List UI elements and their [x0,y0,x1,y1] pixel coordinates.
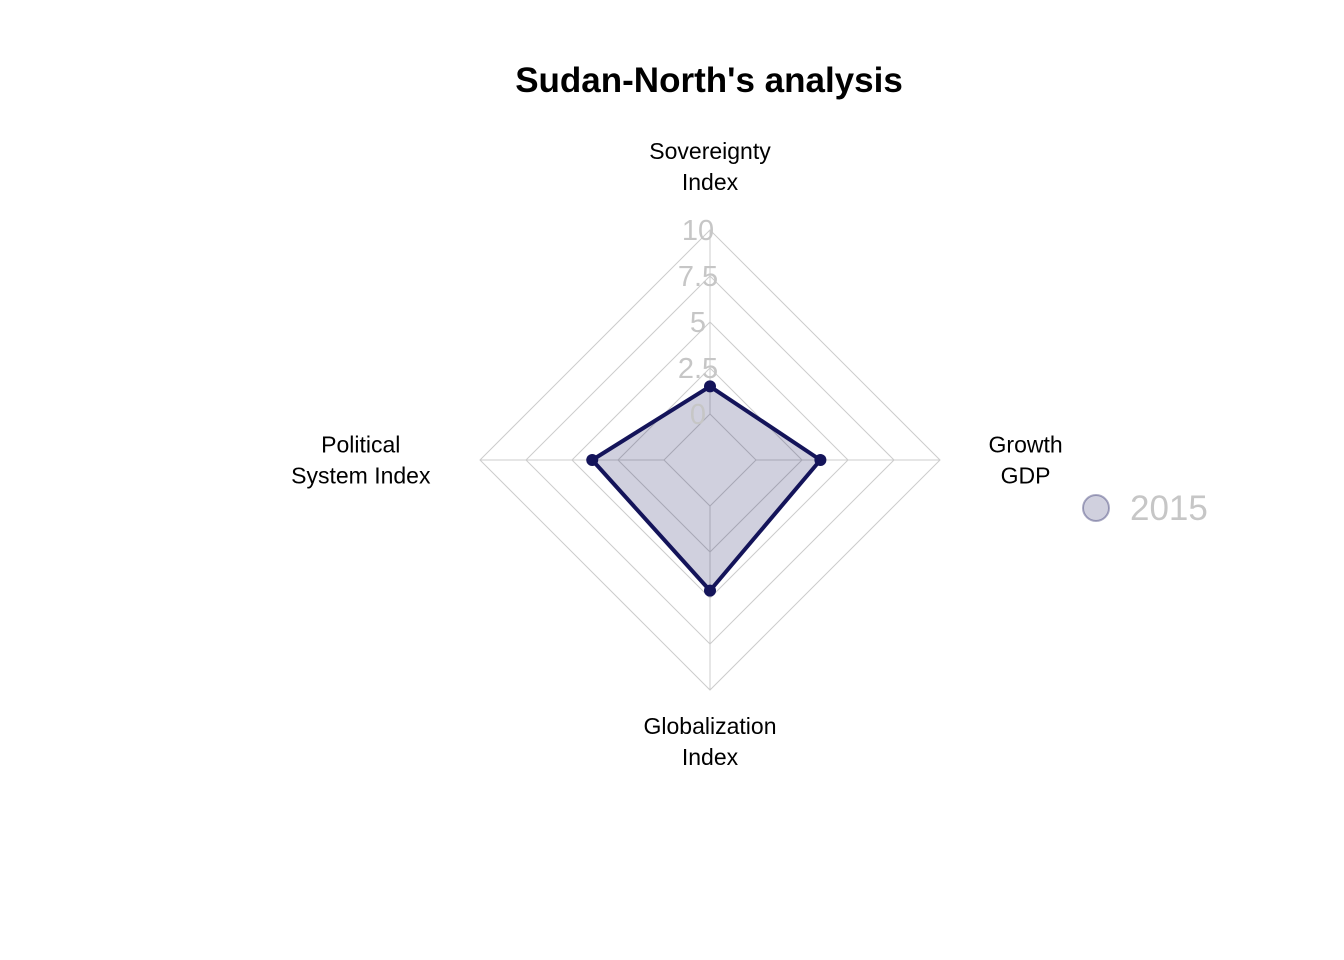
axis-label-line: Political [321,432,400,458]
data-point-2 [704,584,716,597]
axis-label-0: Sovereignty Index [649,138,771,195]
legend-swatch-0 [1082,494,1110,522]
chart-title: Sudan-North's analysis [515,61,903,100]
tick-label-4: 10 [682,215,714,247]
radar-series [586,380,827,597]
axis-label-1: Growth GDP [989,432,1063,489]
axis-label-line: Sovereignty [649,138,771,164]
data-point-3 [586,454,599,466]
axis-label-line: System Index [291,463,431,489]
axis-label-2: Globalization Index [644,713,777,770]
legend: 2015 [1082,489,1208,528]
radial-tick-labels: 0 2.5 5 7.5 10 [678,215,718,431]
data-point-1 [814,454,827,466]
axis-label-3: Political System Index [291,432,431,489]
legend-label-0: 2015 [1130,489,1208,528]
axis-label-line: GDP [1001,463,1051,489]
tick-label-2: 5 [690,307,706,339]
axis-label-line: Growth [989,432,1063,458]
tick-label-3: 7.5 [678,261,718,293]
data-point-0 [704,380,716,393]
tick-label-1: 2.5 [678,353,718,385]
axis-label-line: Globalization [644,713,777,739]
axis-label-line: Index [682,744,739,770]
tick-label-0: 0 [690,399,706,431]
axis-label-line: Index [682,169,739,195]
axis-labels: Sovereignty Index Growth GDP Globalization In… [291,138,1063,770]
